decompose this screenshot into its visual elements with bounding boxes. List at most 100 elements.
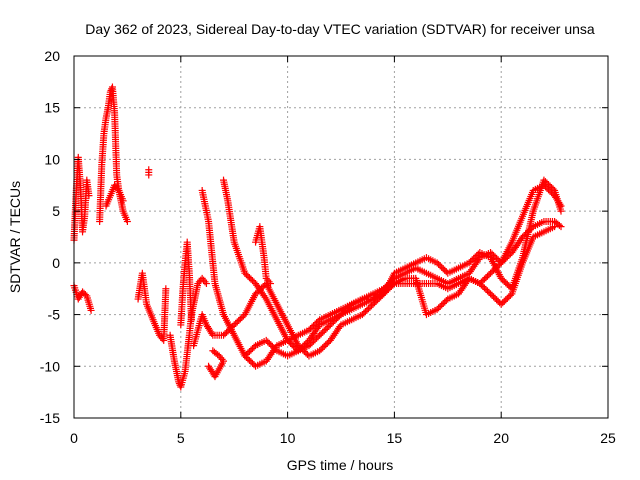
data-point (221, 330, 229, 338)
data-point (491, 253, 499, 261)
data-point (208, 330, 216, 338)
data-point (328, 319, 336, 327)
data-point (113, 185, 121, 193)
data-point (291, 344, 299, 352)
series-sat-h (177, 238, 195, 329)
data-point (317, 345, 325, 353)
data-point (145, 171, 153, 179)
data-point (375, 289, 383, 297)
data-point (369, 295, 377, 303)
data-point (287, 339, 295, 347)
data-point (441, 266, 449, 274)
data-point (308, 323, 316, 331)
data-point (366, 303, 374, 311)
data-point (235, 316, 243, 324)
data-point (267, 280, 275, 288)
data-point (306, 325, 314, 333)
data-point (546, 182, 554, 190)
data-point (297, 344, 305, 352)
data-point (241, 352, 249, 360)
data-point (433, 305, 441, 313)
data-point (267, 341, 275, 349)
x-tick-label: 10 (280, 430, 296, 446)
data-point (491, 294, 499, 302)
data-point (300, 341, 308, 349)
data-point (551, 223, 559, 231)
data-point (439, 265, 447, 273)
data-point (363, 306, 371, 314)
data-point (302, 349, 310, 357)
data-point (322, 341, 330, 349)
data-point (247, 346, 255, 354)
series-sat-a (70, 282, 95, 314)
data-point (549, 185, 557, 193)
data-point (323, 324, 331, 332)
data-point (244, 349, 252, 357)
data-point (543, 179, 551, 187)
data-point (555, 221, 563, 229)
y-tick-label: -5 (48, 307, 61, 323)
data-point (361, 308, 369, 316)
data-point (323, 339, 331, 347)
data-point (368, 302, 376, 310)
data-point (264, 338, 272, 346)
axis-ticks: 0 5 10 15 20 25 -15 -10 -5 0 5 10 15 20 (40, 48, 616, 446)
data-point (502, 296, 510, 304)
data-point (493, 254, 501, 262)
data-point (296, 345, 304, 353)
data-point (123, 217, 131, 225)
data-point (262, 336, 270, 344)
grid (74, 56, 608, 418)
data-point (480, 284, 488, 292)
data-point (346, 302, 354, 310)
x-tick-label: 20 (493, 430, 509, 446)
x-axis-label: GPS time / hours (287, 457, 394, 473)
data-point (505, 282, 513, 290)
series-sat-n (205, 347, 228, 381)
y-tick-label: 5 (52, 203, 60, 219)
data-point (497, 274, 505, 282)
data-point (487, 290, 495, 298)
data-point (285, 338, 293, 346)
data-point (378, 286, 386, 294)
y-tick-label: 0 (52, 255, 60, 271)
data-point (322, 325, 330, 333)
data-point (544, 181, 552, 189)
data-point (503, 294, 511, 302)
y-tick-label: -15 (40, 410, 60, 426)
data-point (241, 269, 249, 277)
data-point (313, 334, 321, 342)
data-point (441, 298, 449, 306)
data-point (87, 306, 95, 314)
data-point (325, 322, 333, 330)
data-point (316, 347, 324, 355)
data-point (500, 277, 508, 285)
data-point (435, 260, 443, 268)
data-point (317, 330, 325, 338)
data-point (482, 285, 490, 293)
series-sat-f (145, 166, 153, 179)
data-point (442, 297, 450, 305)
data-point (320, 327, 328, 335)
data-point (497, 300, 505, 308)
data-point (214, 351, 222, 359)
data-point (490, 293, 498, 301)
data-point (319, 328, 327, 336)
chart-title: Day 362 of 2023, Sidereal Day-to-day VTE… (85, 21, 595, 37)
data-point (540, 176, 548, 184)
data-point (506, 291, 514, 299)
data-point (247, 358, 255, 366)
y-tick-label: 15 (44, 100, 60, 116)
data-point (477, 281, 485, 289)
series-sat-l (241, 223, 559, 360)
data-point (438, 263, 446, 271)
data-point (377, 288, 385, 296)
data-point (371, 294, 379, 302)
data-point (372, 292, 380, 300)
y-tick-label: 10 (44, 151, 60, 167)
data-point (290, 342, 298, 350)
x-tick-label: 15 (387, 430, 403, 446)
data-point (358, 311, 366, 319)
data-point (202, 280, 210, 288)
